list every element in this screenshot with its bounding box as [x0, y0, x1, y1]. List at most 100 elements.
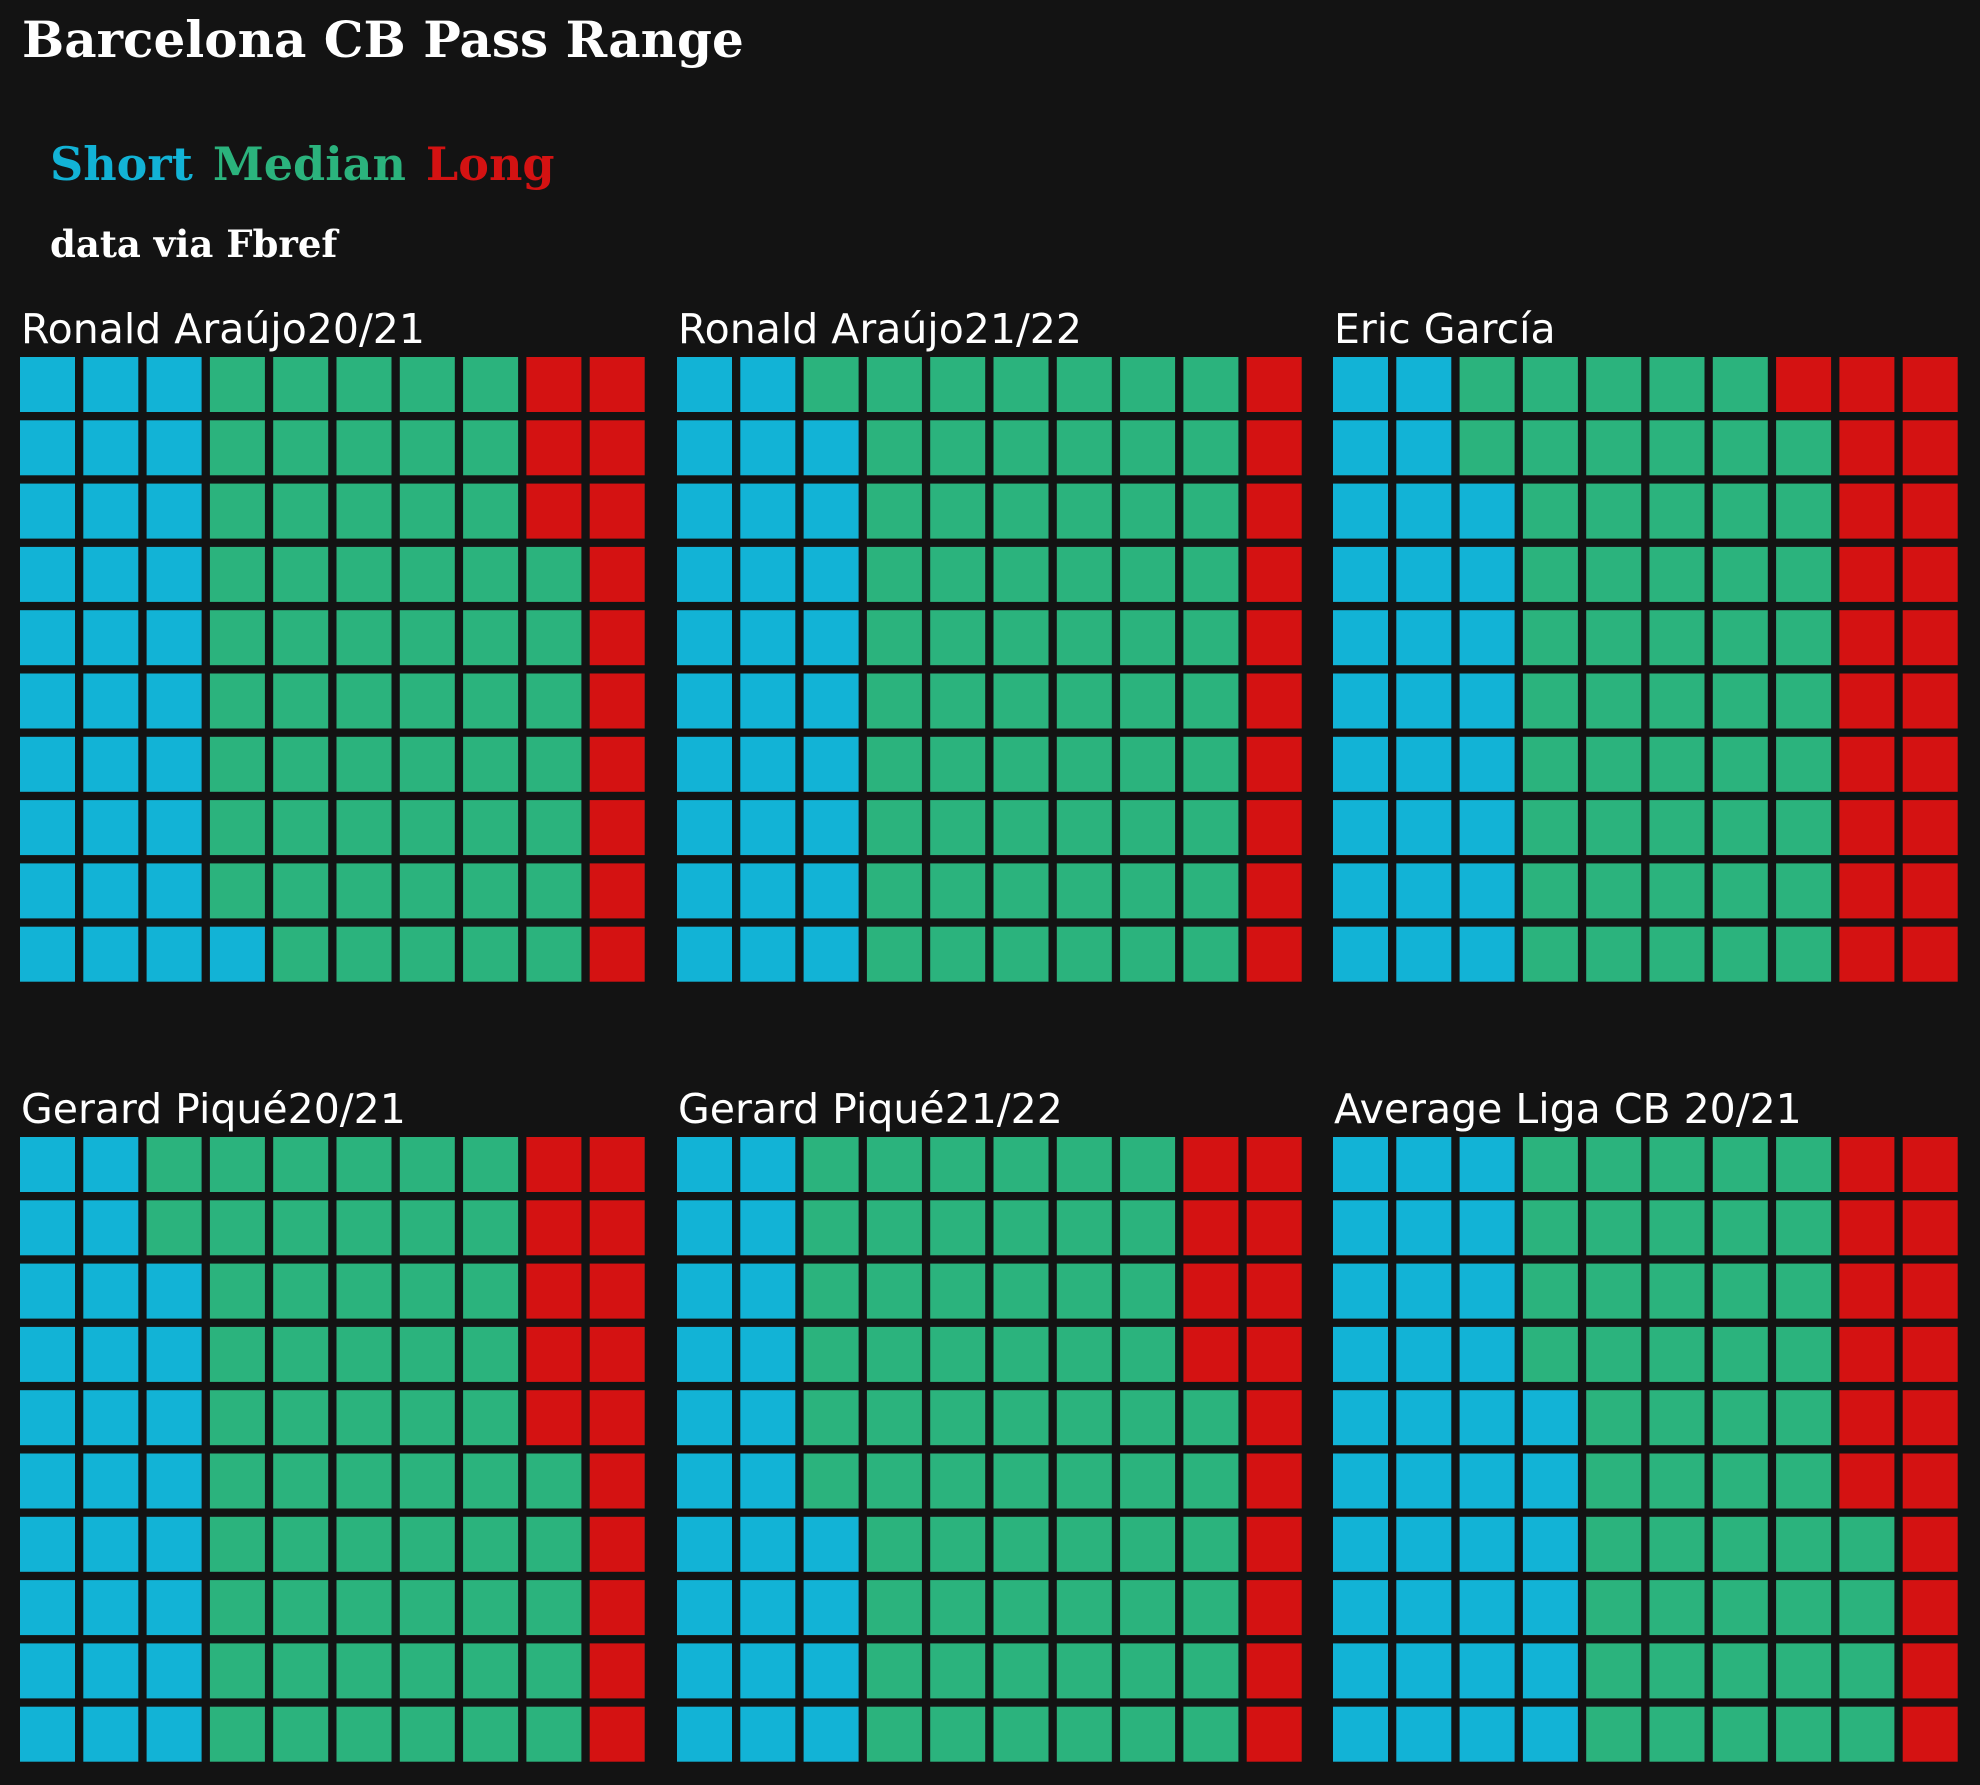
waffle-cell-short — [146, 1453, 202, 1509]
waffle-cell-short — [1459, 863, 1515, 919]
waffle-cell-median — [1649, 1516, 1705, 1572]
waffle-cell-short — [20, 546, 75, 602]
waffle-cell-median — [1839, 1516, 1895, 1572]
waffle-cell-long — [1902, 1706, 1958, 1762]
waffle-cell-median — [526, 1706, 582, 1762]
waffle-cell-short — [146, 1643, 202, 1699]
waffle-cell-short — [1396, 1137, 1452, 1192]
waffle-cell-median — [1522, 800, 1578, 856]
waffle-cell-median — [1183, 483, 1239, 539]
waffle-cell-median — [930, 1706, 986, 1762]
waffle-cell-short — [740, 863, 796, 919]
waffle-cell-median — [930, 1390, 986, 1446]
waffle-cell-short — [677, 420, 732, 476]
waffle-cell-median — [1183, 863, 1239, 919]
waffle-cell-short — [677, 357, 732, 412]
waffle-cell-median — [1056, 1137, 1112, 1192]
waffle-cell-long — [526, 357, 582, 412]
waffle-cell-median — [1459, 420, 1515, 476]
waffle-cell-median — [1459, 357, 1515, 412]
waffle-cell-median — [1649, 1263, 1705, 1319]
waffle-panel: Average Liga CB 20/21 — [1333, 1085, 1958, 1762]
waffle-cell-median — [1120, 1643, 1176, 1699]
waffle-cell-median — [866, 800, 922, 856]
waffle-cell-median — [1712, 1200, 1768, 1256]
waffle-cell-median — [209, 1326, 265, 1382]
waffle-cell-short — [1459, 673, 1515, 729]
waffle-cell-short — [1333, 1326, 1388, 1382]
waffle-cell-short — [1396, 863, 1452, 919]
waffle-cell-short — [803, 610, 859, 666]
waffle-cell-median — [273, 673, 329, 729]
waffle-cell-long — [589, 863, 645, 919]
waffle-cell-median — [399, 800, 455, 856]
waffle-cell-median — [803, 1390, 859, 1446]
waffle-cell-median — [1056, 546, 1112, 602]
waffle-cell-short — [1522, 1580, 1578, 1636]
waffle-cell-median — [1586, 546, 1642, 602]
waffle-cell-long — [1902, 1643, 1958, 1699]
waffle-cell-short — [677, 863, 732, 919]
waffle-cell-median — [209, 800, 265, 856]
waffle-cell-median — [463, 673, 519, 729]
waffle-cell-median — [336, 1137, 392, 1192]
waffle-cell-short — [677, 736, 732, 792]
waffle-cell-median — [930, 610, 986, 666]
waffle-panel: Ronald Araújo21/22 — [677, 305, 1302, 982]
waffle-cell-short — [1333, 926, 1388, 982]
waffle-cell-short — [740, 483, 796, 539]
waffle-cell-long — [526, 483, 582, 539]
waffle-cell-short — [740, 736, 796, 792]
waffle-cell-long — [1839, 863, 1895, 919]
waffle-cell-short — [740, 1516, 796, 1572]
waffle-cell-median — [209, 420, 265, 476]
waffle-cell-median — [463, 1263, 519, 1319]
waffle-cell-short — [146, 673, 202, 729]
waffle-cell-short — [1333, 736, 1388, 792]
waffle-cell-median — [1776, 800, 1832, 856]
waffle-cell-median — [526, 546, 582, 602]
waffle-cell-median — [1522, 483, 1578, 539]
waffle-cell-long — [1246, 863, 1302, 919]
waffle-cell-median — [526, 800, 582, 856]
waffle-cell-short — [1333, 1580, 1388, 1636]
waffle-cell-short — [1333, 1706, 1388, 1762]
waffle-cell-median — [1649, 546, 1705, 602]
waffle-cell-median — [273, 1706, 329, 1762]
waffle-cell-median — [336, 420, 392, 476]
waffle-cell-median — [866, 1643, 922, 1699]
waffle-cell-median — [1776, 1706, 1832, 1762]
waffle-cell-long — [589, 1453, 645, 1509]
waffle-cell-median — [1056, 1706, 1112, 1762]
waffle-cell-short — [1333, 546, 1388, 602]
waffle-cell-median — [273, 610, 329, 666]
waffle-cell-median — [526, 736, 582, 792]
waffle-cell-median — [526, 926, 582, 982]
waffle-cell-median — [1522, 673, 1578, 729]
waffle-cell-median — [866, 1200, 922, 1256]
waffle-cell-median — [209, 1516, 265, 1572]
panel-title: Ronald Araújo20/21 — [21, 305, 425, 353]
waffle-cell-median — [273, 1643, 329, 1699]
waffle-cell-short — [20, 483, 75, 539]
waffle-cell-median — [1056, 1643, 1112, 1699]
waffle-cell-short — [1459, 1200, 1515, 1256]
waffle-cell-long — [1902, 1200, 1958, 1256]
waffle-cell-median — [1649, 1453, 1705, 1509]
waffle-cell-median — [463, 1453, 519, 1509]
waffle-cell-median — [209, 673, 265, 729]
waffle-cell-short — [1396, 1390, 1452, 1446]
waffle-cell-long — [589, 673, 645, 729]
waffle-cell-median — [1120, 610, 1176, 666]
waffle-cell-median — [1120, 1200, 1176, 1256]
waffle-cell-median — [526, 673, 582, 729]
waffle-cell-median — [209, 483, 265, 539]
waffle-cell-short — [146, 1326, 202, 1382]
waffle-cell-short — [677, 1326, 732, 1382]
waffle-cell-long — [589, 1137, 645, 1192]
waffle-cell-short — [1396, 1453, 1452, 1509]
waffle-cell-median — [273, 1137, 329, 1192]
waffle-cell-short — [83, 1326, 139, 1382]
waffle-cell-short — [20, 926, 75, 982]
waffle-cell-median — [1776, 1326, 1832, 1382]
